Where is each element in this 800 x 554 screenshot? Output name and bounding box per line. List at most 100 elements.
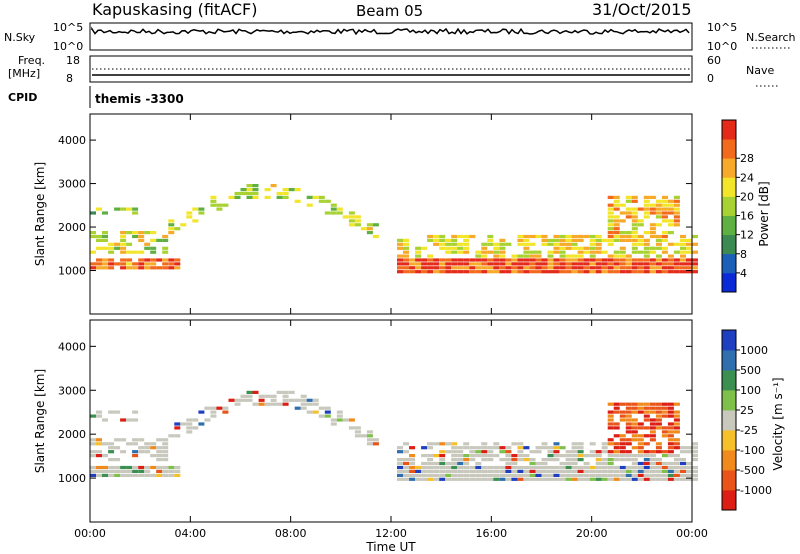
velocity-cell bbox=[529, 458, 536, 462]
velocity-cell bbox=[162, 442, 169, 446]
velocity-cell bbox=[445, 469, 452, 473]
power-cell bbox=[607, 195, 614, 199]
velocity-cell bbox=[661, 461, 668, 466]
velocity-cell bbox=[619, 434, 626, 438]
velocity-cell bbox=[336, 414, 343, 418]
velocity-cell bbox=[439, 454, 446, 458]
velocity-cell bbox=[126, 442, 133, 446]
velocity-cell bbox=[535, 477, 542, 481]
velocity-cell bbox=[463, 469, 470, 473]
power-cell bbox=[451, 234, 458, 239]
power-cell bbox=[661, 203, 668, 207]
power-cell bbox=[102, 262, 108, 266]
velocity-cell bbox=[667, 422, 674, 426]
velocity-cell bbox=[673, 454, 680, 458]
power-cell bbox=[493, 258, 500, 262]
power-cell bbox=[607, 227, 614, 231]
velocity-cell bbox=[445, 442, 452, 446]
velocity-cell bbox=[631, 469, 638, 473]
velocity-cell bbox=[667, 454, 674, 458]
velocity-cell bbox=[409, 454, 416, 458]
power-cell bbox=[661, 266, 668, 270]
power-cell bbox=[451, 270, 458, 274]
velocity-cell bbox=[637, 434, 644, 438]
velocity-cell bbox=[246, 390, 253, 394]
power-cell bbox=[120, 207, 127, 211]
velocity-cell bbox=[565, 450, 572, 454]
velocity-cell bbox=[102, 473, 108, 477]
power-cell bbox=[138, 258, 145, 262]
velocity-cell bbox=[457, 465, 464, 470]
velocity-cell bbox=[366, 438, 373, 442]
velocity-cell bbox=[631, 418, 638, 422]
velocity-cell bbox=[571, 469, 578, 473]
power-cell bbox=[228, 195, 235, 199]
velocity-cell bbox=[625, 438, 632, 442]
power-cell bbox=[156, 266, 163, 270]
power-cell bbox=[403, 266, 409, 270]
power-ylabel: Slant Range [km] bbox=[33, 162, 47, 266]
velocity-cell bbox=[643, 426, 650, 430]
power-cell bbox=[613, 258, 620, 262]
power-cell bbox=[505, 258, 512, 262]
power-cell bbox=[409, 262, 416, 266]
power-cell bbox=[559, 266, 566, 270]
velocity-cell bbox=[637, 422, 644, 426]
velocity-cell bbox=[96, 465, 102, 470]
power-cell bbox=[174, 262, 181, 266]
velocity-cell bbox=[667, 410, 674, 414]
velocity-cell bbox=[415, 473, 422, 477]
power-cell bbox=[252, 184, 259, 188]
power-cell bbox=[529, 250, 536, 254]
velocity-cell bbox=[595, 450, 602, 454]
power-cell bbox=[619, 238, 626, 242]
velocity-cell bbox=[144, 446, 151, 450]
velocity-cell bbox=[535, 473, 542, 477]
velocity-cell bbox=[439, 469, 446, 473]
velocity-cell bbox=[661, 454, 668, 458]
velocity-cell bbox=[517, 446, 524, 450]
power-cell bbox=[457, 234, 464, 239]
power-cell bbox=[174, 227, 181, 231]
velocity-cell bbox=[481, 473, 488, 477]
power-cell bbox=[565, 246, 572, 250]
freq-tick-bottom: 8 bbox=[66, 72, 73, 85]
velocity-cell bbox=[511, 469, 518, 473]
velocity-cell bbox=[607, 426, 614, 430]
velocity-cell bbox=[625, 458, 632, 462]
velocity-cell bbox=[120, 418, 127, 422]
power-cell bbox=[643, 266, 650, 270]
power-cell bbox=[144, 242, 151, 246]
power-cell bbox=[619, 258, 626, 262]
power-cell bbox=[240, 191, 247, 196]
power-cell bbox=[607, 223, 614, 227]
power-cell bbox=[162, 258, 169, 262]
power-cell bbox=[649, 258, 656, 262]
velocity-cell bbox=[475, 469, 482, 473]
velocity-cell bbox=[234, 398, 241, 402]
velocity-cell bbox=[541, 469, 548, 473]
velocity-cell bbox=[625, 442, 632, 446]
power-cell bbox=[692, 250, 698, 254]
velocity-cell bbox=[517, 473, 524, 477]
velocity-cell bbox=[132, 454, 139, 458]
power-cell bbox=[655, 258, 662, 262]
velocity-cell bbox=[571, 454, 578, 458]
velocity-colorbar-tick-label: 500 bbox=[740, 364, 761, 377]
velocity-cell bbox=[535, 469, 542, 473]
velocity-cell bbox=[673, 414, 680, 418]
power-cell bbox=[667, 242, 674, 246]
velocity-cell bbox=[433, 454, 440, 458]
velocity-cell bbox=[680, 469, 686, 473]
velocity-cell bbox=[156, 473, 163, 477]
velocity-cell bbox=[667, 465, 674, 470]
power-cell bbox=[168, 231, 175, 235]
velocity-cell bbox=[463, 465, 470, 470]
power-cell bbox=[643, 203, 650, 207]
velocity-cell bbox=[433, 461, 440, 466]
power-cell bbox=[150, 250, 157, 254]
velocity-cell bbox=[168, 473, 175, 477]
power-cell bbox=[348, 211, 355, 215]
power-cell bbox=[114, 246, 121, 250]
velocity-cell bbox=[487, 465, 494, 470]
